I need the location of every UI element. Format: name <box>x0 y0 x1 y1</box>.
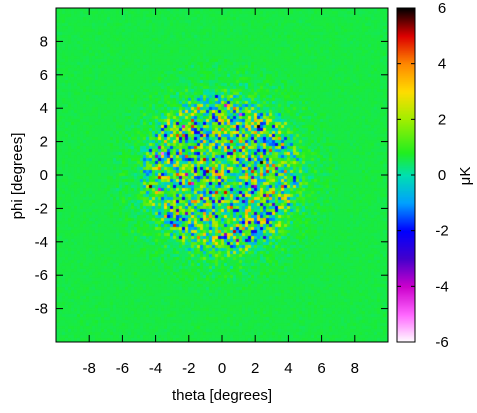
colorbar-tick-label: 4 <box>438 56 446 73</box>
y-tick-label: 2 <box>40 134 48 151</box>
colorbar-label: μK <box>457 167 474 186</box>
y-tick-label: -8 <box>35 301 48 318</box>
y-tick-label: 0 <box>40 167 48 184</box>
heatmap-image <box>56 8 388 342</box>
y-tick-label: 4 <box>40 100 48 117</box>
x-tick-label: 6 <box>317 360 325 377</box>
y-tick-label: -2 <box>35 200 48 217</box>
axis-ticks: -8 -6 -4 -2 0 2 4 6 8 8 6 4 2 0 -2 -4 -6 -8 <box>35 8 388 377</box>
x-tick-label: -2 <box>182 360 195 377</box>
y-axis-label: phi [degrees] <box>9 133 26 220</box>
plot-area <box>55 7 389 343</box>
colorbar-tick-label: 6 <box>438 0 446 17</box>
x-tick-label: 8 <box>351 360 359 377</box>
x-tick-label: -6 <box>116 360 129 377</box>
x-axis-label: theta [degrees] <box>172 387 272 404</box>
x-tick-label: 2 <box>251 360 259 377</box>
y-tick-label: -6 <box>35 267 48 284</box>
x-tick-label: 0 <box>218 360 226 377</box>
y-tick-label: -4 <box>35 234 48 251</box>
colorbar: 6 4 2 0 -2 -4 -6 <box>396 0 449 351</box>
x-tick-label: -4 <box>149 360 162 377</box>
colorbar-tick-label: 2 <box>438 111 446 128</box>
y-tick-label: 8 <box>40 33 48 50</box>
colorbar-tick-label: -2 <box>435 223 448 240</box>
colorbar-tick-label: -6 <box>435 334 448 351</box>
colorbar-tick-label: 0 <box>438 167 446 184</box>
colorbar-gradient <box>397 8 415 342</box>
colorbar-tick-label: -4 <box>435 278 448 295</box>
x-tick-label: -8 <box>83 360 96 377</box>
x-tick-label: 4 <box>284 360 292 377</box>
y-tick-label: 6 <box>40 67 48 84</box>
